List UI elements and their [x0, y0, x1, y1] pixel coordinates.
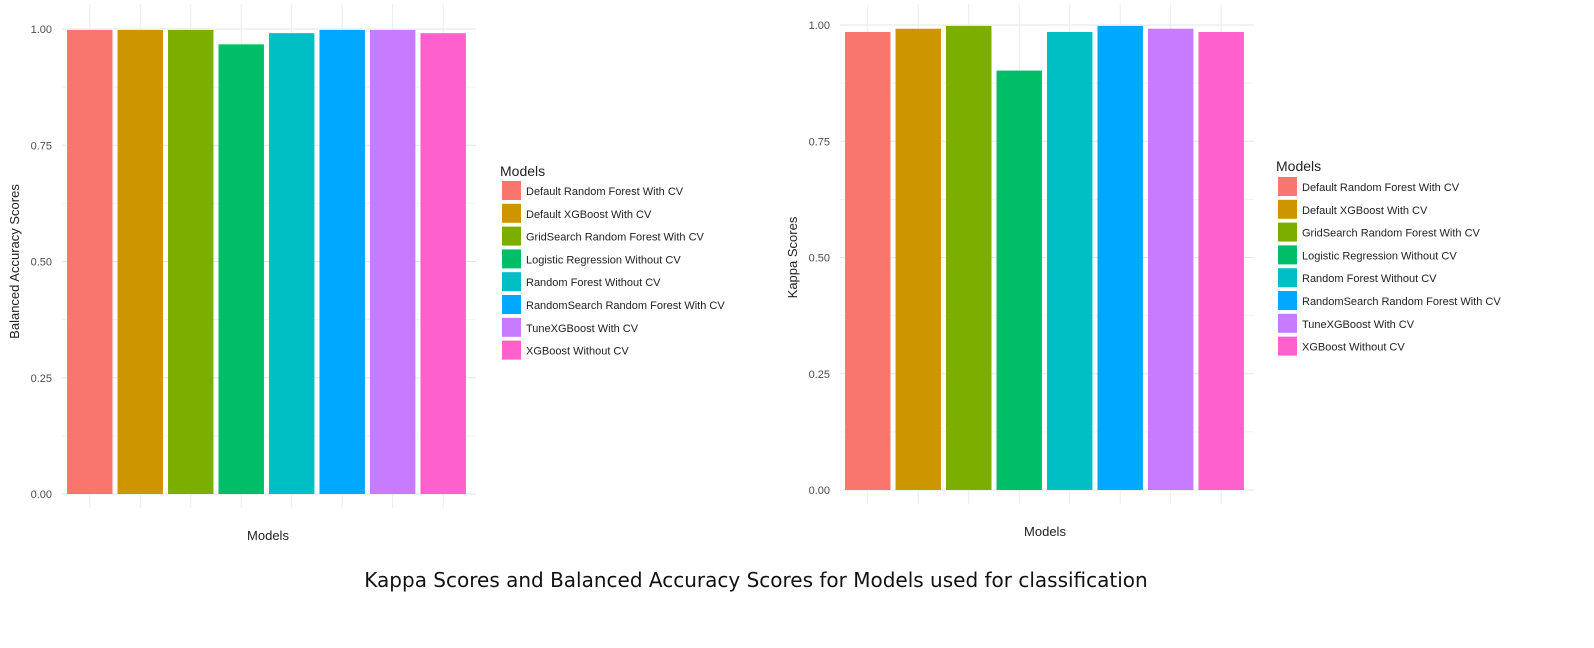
kappa-legend-label: XGBoost Without CV — [1302, 342, 1405, 354]
accuracy-bar-randomsearch-random-forest-with-cv — [319, 29, 365, 495]
kappa-legend-label: RandomSearch Random Forest With CV — [1302, 296, 1501, 308]
kappa-y-tick-label: 0.50 — [809, 253, 830, 265]
kappa-legend-swatch — [1278, 245, 1297, 265]
accuracy-legend-label: TuneXGBoost With CV — [526, 323, 639, 335]
kappa-legend-swatch — [1278, 222, 1297, 242]
accuracy-legend-title: Models — [500, 163, 545, 179]
kappa-bar-logistic-regression-without-cv — [996, 70, 1042, 490]
accuracy-legend-label: XGBoost Without CV — [526, 346, 629, 358]
accuracy-y-tick-label: 0.50 — [31, 257, 52, 269]
accuracy-bar-logistic-regression-without-cv — [218, 44, 264, 494]
kappa-legend-label: Default XGBoost With CV — [1302, 205, 1428, 217]
accuracy-bar-gridsearch-random-forest-with-cv — [168, 29, 214, 495]
accuracy-y-tick-label: 0.25 — [31, 373, 52, 385]
figure-caption: Kappa Scores and Balanced Accuracy Score… — [364, 568, 1148, 592]
kappa-legend-swatch — [1278, 313, 1297, 333]
kappa-y-tick-label: 0.25 — [809, 369, 830, 381]
accuracy-y-tick-label: 0.75 — [31, 140, 52, 152]
kappa-legend-swatch — [1278, 199, 1297, 219]
accuracy-legend-swatch — [502, 317, 521, 337]
kappa-bar-default-random-forest-with-cv — [845, 31, 891, 490]
kappa-y-tick-label: 0.00 — [809, 485, 830, 497]
kappa-legend: Models Default Random Forest With CV Defau… — [1276, 158, 1501, 356]
kappa-y-tick-label: 0.75 — [809, 136, 830, 148]
kappa-legend-swatch — [1278, 336, 1297, 356]
accuracy-legend-swatch — [502, 181, 521, 200]
accuracy-legend: Models Default Random Forest With CV Defau… — [500, 163, 725, 360]
accuracy-bar-default-xgboost-with-cv — [117, 29, 163, 495]
kappa-bar-gridsearch-random-forest-with-cv — [946, 25, 992, 491]
kappa-legend-label: Default Random Forest With CV — [1302, 182, 1460, 194]
kappa-bar-random-forest-without-cv — [1047, 31, 1093, 490]
accuracy-legend-label: Default Random Forest With CV — [526, 186, 684, 198]
kappa-bar-default-xgboost-with-cv — [895, 28, 941, 490]
accuracy-legend-swatch — [502, 249, 521, 269]
accuracy-legend-swatch — [502, 295, 521, 314]
kappa-legend-title: Models — [1276, 158, 1321, 174]
accuracy-bar-random-forest-without-cv — [269, 33, 315, 495]
accuracy-legend-swatch — [502, 272, 521, 292]
kappa-y-axis-label: Kappa Scores — [785, 216, 800, 298]
accuracy-legend-label: Random Forest Without CV — [526, 277, 661, 289]
kappa-x-axis-label: Models — [1024, 524, 1066, 539]
kappa-legend-label: GridSearch Random Forest With CV — [1302, 228, 1481, 240]
kappa-bar-xgboost-without-cv — [1198, 31, 1244, 490]
accuracy-legend-label: RandomSearch Random Forest With CV — [526, 300, 725, 312]
kappa-legend-swatch — [1278, 268, 1297, 288]
accuracy-legend-swatch — [502, 203, 521, 223]
kappa-legend-label: Logistic Regression Without CV — [1302, 250, 1457, 262]
accuracy-legend-swatch — [502, 226, 521, 246]
kappa-legend-swatch — [1278, 177, 1297, 196]
accuracy-y-axis-label: Balanced Accuracy Scores — [7, 184, 22, 339]
kappa-legend-label: TuneXGBoost With CV — [1302, 319, 1415, 331]
accuracy-x-axis-label: Models — [247, 528, 289, 543]
accuracy-bar-xgboost-without-cv — [420, 33, 466, 495]
kappa-bar-tunexgboost-with-cv — [1147, 28, 1194, 490]
kappa-y-tick-label: 1.00 — [809, 20, 830, 32]
accuracy-bar-tunexgboost-with-cv — [369, 29, 416, 495]
kappa-legend-label: Random Forest Without CV — [1302, 273, 1437, 285]
kappa-bar-randomsearch-random-forest-with-cv — [1097, 25, 1143, 491]
accuracy-legend-label: GridSearch Random Forest With CV — [526, 232, 705, 244]
accuracy-bar-default-random-forest-with-cv — [67, 29, 113, 495]
accuracy-legend-label: Logistic Regression Without CV — [526, 254, 681, 266]
accuracy-chart: 0.00 0.25 0.50 0.75 1.00 Balanced Accuracy Sc… — [7, 4, 725, 543]
kappa-legend-swatch — [1278, 291, 1297, 310]
accuracy-y-tick-label: 0.00 — [31, 489, 52, 501]
accuracy-y-tick-label: 1.00 — [31, 24, 52, 36]
accuracy-legend-swatch — [502, 340, 521, 360]
accuracy-legend-label: Default XGBoost With CV — [526, 209, 652, 221]
